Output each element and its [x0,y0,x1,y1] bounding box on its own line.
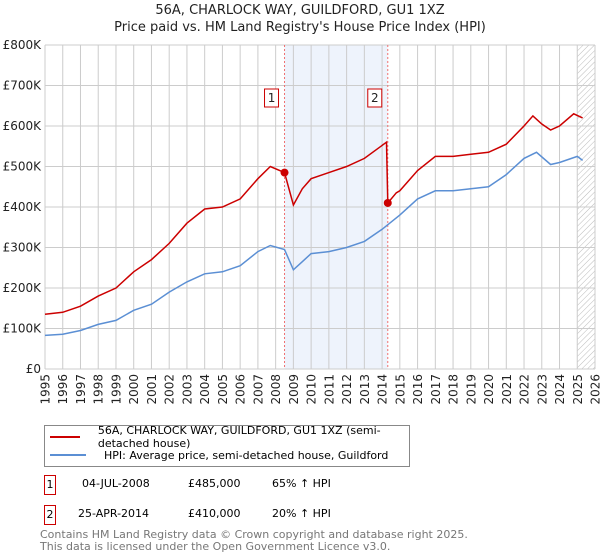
sale-badge: 1 [44,475,56,495]
footer-line: This data is licensed under the Open Gov… [40,540,391,553]
y-tick-label: £700K [3,79,43,93]
x-tick-label: 2025 [571,374,585,405]
x-tick-label: 2013 [358,374,372,405]
sale-date: 25-APR-2014 [78,507,150,520]
x-tick-label: 2000 [127,374,141,405]
sale-hpi: 65% ↑ HPI [272,477,331,490]
legend: 56A, CHARLOCK WAY, GUILDFORD, GU1 1XZ (s… [44,424,410,467]
y-tick-label: £0 [26,362,41,376]
y-tick-label: £100K [3,322,43,336]
legend-blue-line [50,454,86,456]
y-tick-label: £300K [3,241,43,255]
x-tick-label: 2022 [518,374,532,405]
x-tick-label: 1995 [39,374,53,405]
x-tick-label: 2014 [376,374,390,405]
x-tick-label: 2020 [482,374,496,405]
legend-property: 56A, CHARLOCK WAY, GUILDFORD, GU1 1XZ (s… [97,424,381,450]
x-tick-label: 2019 [464,374,478,405]
x-tick-label: 2009 [287,374,301,405]
sale-label-box [367,88,383,108]
series-line [44,151,584,337]
sale-price: £485,000 [188,477,241,490]
x-tick-label: 2011 [322,374,336,405]
chart-subtitle: Price paid vs. HM Land Registry's House … [114,20,486,35]
y-tick-label: £400K [3,200,43,214]
y-tick-label: £200K [3,281,43,295]
x-tick-label: 1997 [74,374,88,405]
x-tick-label: 2012 [340,374,354,405]
sale-label: 1 [268,91,276,105]
x-tick-label: 1996 [56,374,70,405]
series-line [44,112,583,316]
x-tick-label: 2023 [535,374,549,405]
y-tick-label: £600K [3,119,43,133]
x-tick-label: 1998 [92,374,106,405]
y-tick-label: £500K [3,160,43,174]
x-tick-label: 2002 [163,374,177,405]
sale-price: £410,000 [188,507,241,520]
legend-red-line [50,436,80,438]
x-tick-label: 2010 [305,374,319,405]
sale-label-box [264,88,280,108]
x-tick-label: 2024 [553,374,567,405]
footer-line: Contains HM Land Registry data © Crown c… [40,528,468,541]
sale-point [383,198,392,207]
x-tick-label: 2026 [589,374,600,405]
x-tick-label: 2004 [198,374,212,405]
x-tick-label: 2006 [234,374,248,405]
x-tick-label: 2008 [269,374,283,405]
sale-label: 2 [371,91,379,105]
legend-hpi: HPI: Average price, semi-detached house,… [104,448,389,462]
x-tick-label: 2001 [145,374,159,405]
footer: Contains HM Land Registry data © Crown c… [40,529,468,553]
x-tick-label: 2005 [216,374,230,405]
chart-title: 56A, CHARLOCK WAY, GUILDFORD, GU1 1XZ [155,3,445,18]
x-tick-label: 2021 [500,374,514,405]
sale-hpi: 20% ↑ HPI [272,507,331,520]
x-tick-label: 2017 [429,374,443,405]
x-tick-label: 2003 [180,374,194,405]
sale-date: 04-JUL-2008 [82,477,150,490]
x-tick-label: 2015 [393,374,407,405]
x-tick-label: 2007 [251,374,265,405]
x-tick-label: 2016 [411,374,425,405]
sale-badge: 2 [44,505,56,525]
x-tick-label: 2018 [447,374,461,405]
y-tick-label: £800K [3,38,43,52]
sale-point [280,168,289,177]
x-tick-label: 1999 [109,374,123,405]
price-chart: 1995 1996 1997 1998 1999 2000 2001 2002 2003 2004… [3,38,600,405]
